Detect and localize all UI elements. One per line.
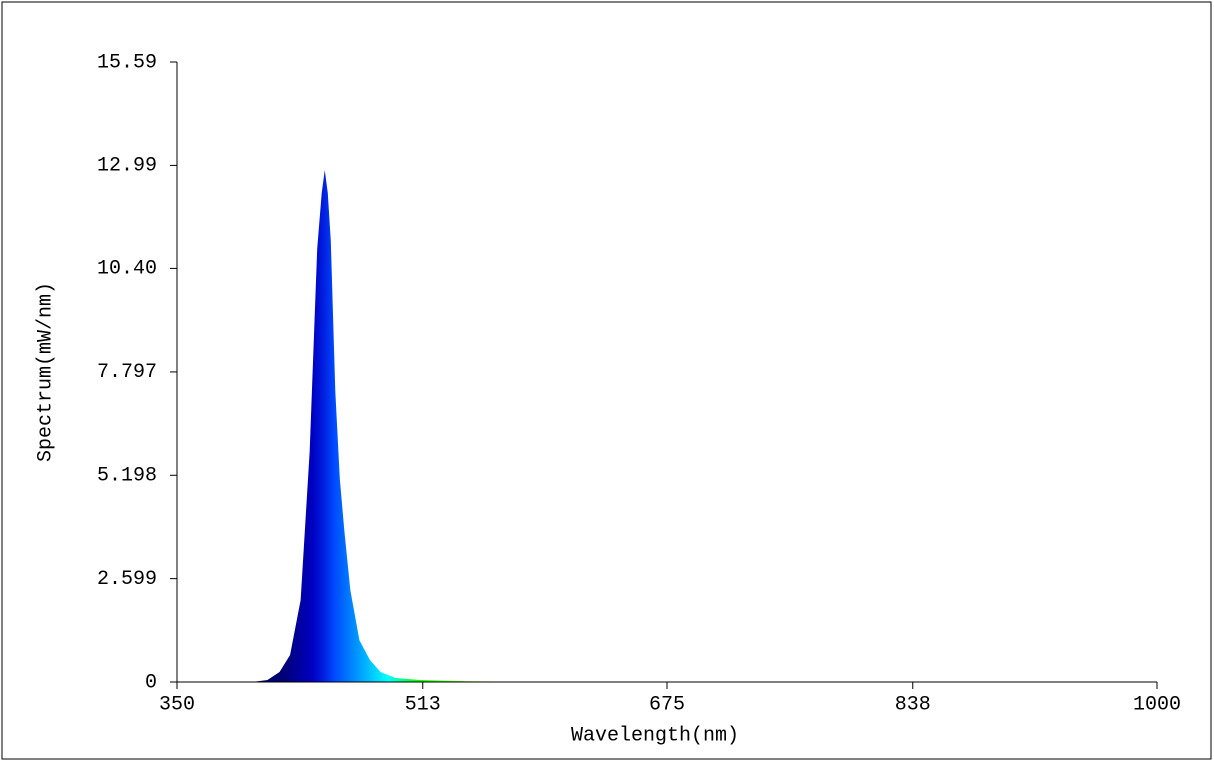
x-tick-label: 513 — [405, 693, 441, 716]
y-tick-label: 2.599 — [97, 568, 157, 591]
y-tick-label: 0 — [145, 671, 157, 694]
y-tick-label: 10.40 — [97, 258, 157, 281]
x-tick-label: 838 — [895, 693, 931, 716]
x-axis-label: Wavelength(nm) — [571, 724, 739, 747]
y-tick-label: 7.797 — [97, 361, 157, 384]
y-axis-label: Spectrum(mW/nm) — [34, 282, 57, 462]
x-tick-label: 1000 — [1133, 693, 1181, 716]
y-tick-label: 15.59 — [97, 51, 157, 74]
y-tick-label: 12.99 — [97, 155, 157, 178]
y-tick-label: 5.198 — [97, 465, 157, 488]
x-tick-label: 675 — [649, 693, 685, 716]
x-tick-label: 350 — [159, 693, 195, 716]
